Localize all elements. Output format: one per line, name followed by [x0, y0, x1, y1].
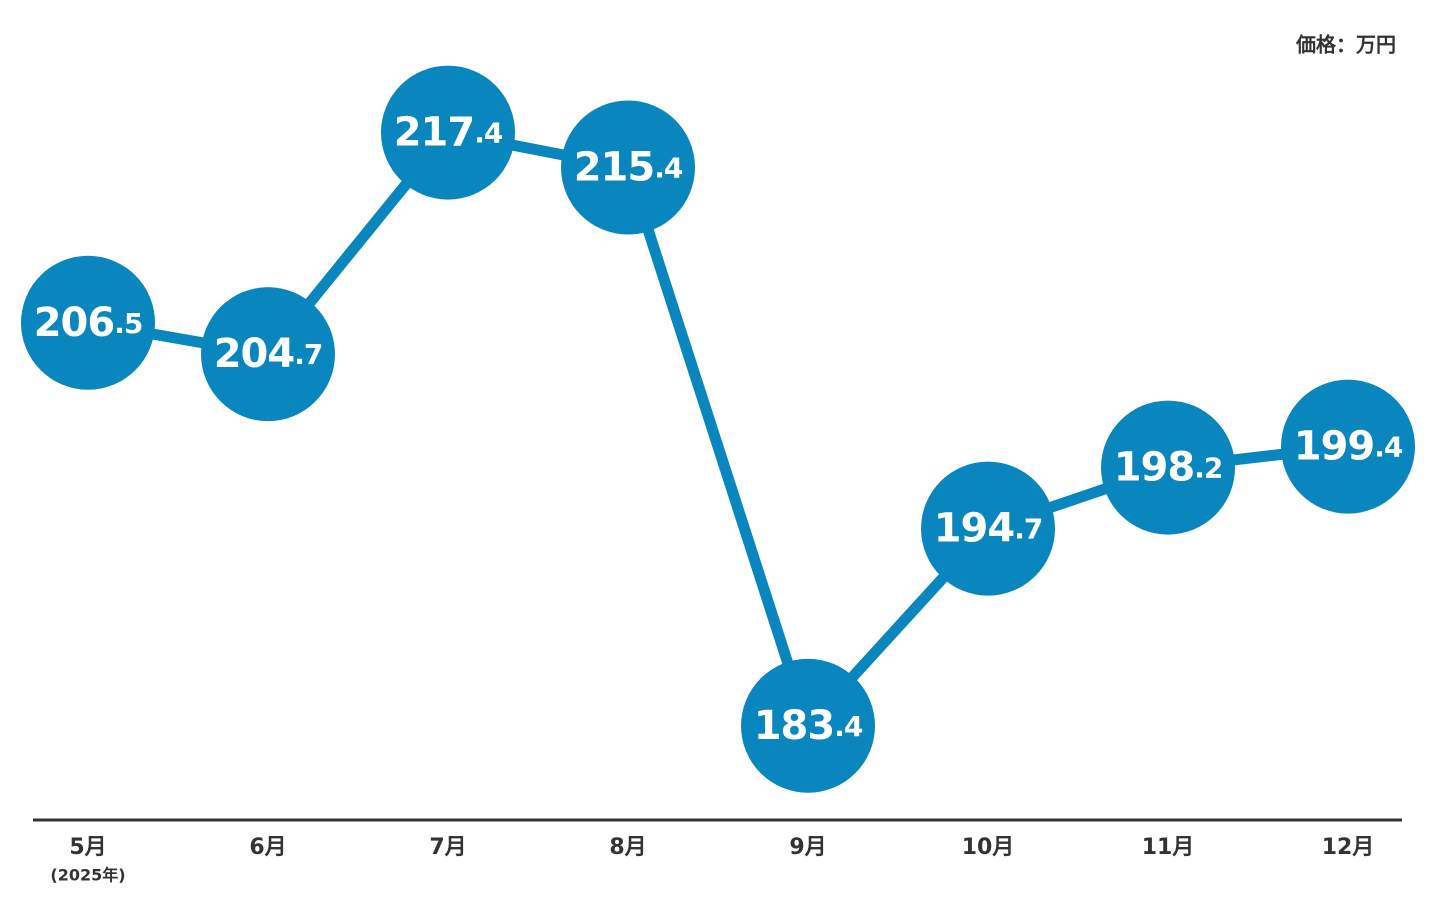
point — [561, 100, 695, 235]
x-tick-label: 6月 — [249, 835, 286, 860]
point — [921, 461, 1055, 596]
x-tick-note: (2025年) — [50, 866, 125, 885]
data-label: 198.2 — [1114, 445, 1223, 491]
x-tick-label: 10月 — [962, 835, 1015, 860]
point — [1101, 400, 1235, 535]
point — [1281, 379, 1415, 514]
data-label: 215.4 — [574, 144, 683, 190]
point — [381, 65, 515, 200]
data-label: 183.4 — [754, 703, 863, 749]
point — [741, 658, 875, 793]
x-tick-label: 5月 — [69, 835, 106, 860]
x-tick-label: 7月 — [429, 835, 466, 860]
data-label: 204.7 — [214, 331, 323, 377]
data-label: 217.4 — [394, 110, 503, 156]
point — [201, 287, 335, 422]
data-label: 206.5 — [34, 300, 143, 346]
data-label: 199.4 — [1294, 424, 1403, 470]
x-tick-label: 12月 — [1322, 835, 1375, 860]
x-tick-label: 8月 — [609, 835, 646, 860]
x-tick-label: 9月 — [789, 835, 826, 860]
x-tick-label: 11月 — [1142, 835, 1195, 860]
unit-label: 価格：万円 — [1295, 33, 1396, 57]
point — [21, 255, 155, 390]
data-label: 194.7 — [934, 506, 1043, 552]
